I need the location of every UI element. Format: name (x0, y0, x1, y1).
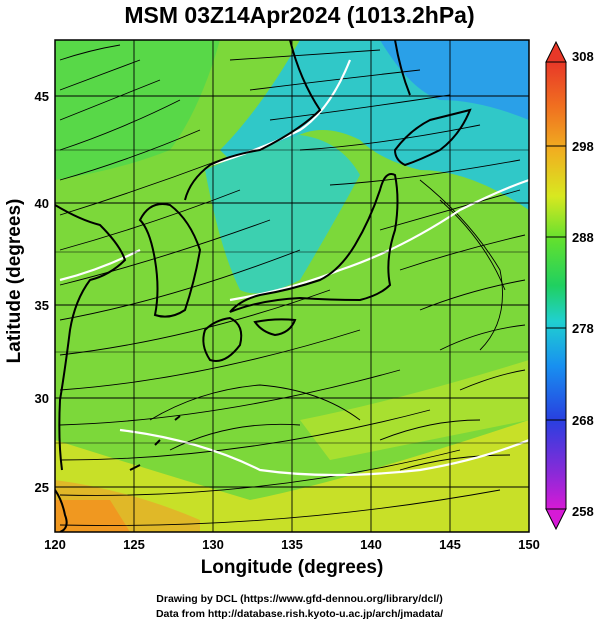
y-tick-45: 45 (35, 89, 49, 104)
y-tick-35: 35 (35, 298, 49, 313)
y-tick-30: 30 (35, 391, 49, 406)
x-tick-145: 145 (439, 537, 461, 552)
data-credit: Data from http://database.rish.kyoto-u.a… (155, 608, 444, 620)
x-tick-labels: 120 125 130 135 140 145 150 (44, 537, 540, 552)
map-frame (54, 39, 530, 533)
colorbar-tick-268: 268 (572, 413, 594, 428)
colorbar-tick-298: 298 (572, 139, 594, 154)
x-tick-135: 135 (281, 537, 303, 552)
colorbar-min-arrow (545, 508, 567, 531)
graticule (55, 40, 529, 532)
colorbar-tick-308: 308 (572, 49, 594, 64)
colorbar: 308 298 288 278 268 258 (545, 40, 594, 531)
x-tick-130: 130 (202, 537, 224, 552)
colorbar-tick-288: 288 (572, 230, 594, 245)
y-tick-40: 40 (35, 196, 49, 211)
colorbar-tick-278: 278 (572, 321, 594, 336)
x-tick-120: 120 (44, 537, 66, 552)
x-tick-125: 125 (123, 537, 145, 552)
y-tick-25: 25 (35, 480, 49, 495)
colorbar-max-arrow (545, 40, 567, 63)
colorbar-bar (545, 61, 567, 510)
map-title: MSM 03Z14Apr2024 (1013.2hPa) (124, 2, 475, 28)
x-tick-150: 150 (518, 537, 540, 552)
streamlines (59, 44, 526, 526)
x-tick-140: 140 (360, 537, 382, 552)
y-tick-labels: 25 30 35 40 45 (35, 89, 49, 495)
y-axis-label: Latitude (degrees) (4, 198, 25, 364)
x-axis-label: Longitude (degrees) (200, 557, 384, 578)
drawing-credit: Drawing by DCL (https://www.gfd-dennou.o… (156, 593, 443, 605)
colorbar-tick-258: 258 (572, 504, 594, 519)
